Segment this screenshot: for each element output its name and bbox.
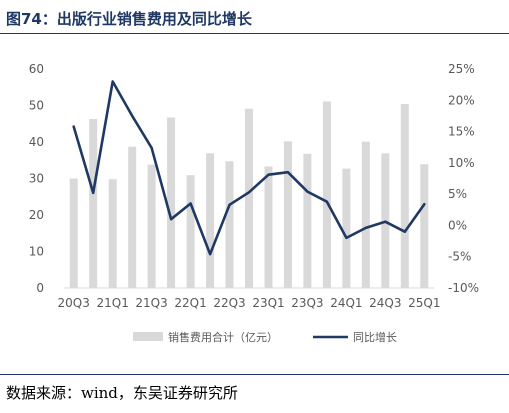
title-divider xyxy=(0,33,509,34)
legend-bar-label: 销售费用合计（亿元） xyxy=(168,330,278,344)
left-tick-label: 40 xyxy=(29,135,44,149)
left-tick-label: 10 xyxy=(29,245,44,259)
x-tick-label: 24Q3 xyxy=(369,296,401,310)
left-tick-label: 60 xyxy=(29,62,44,76)
left-tick-label: 30 xyxy=(29,172,44,186)
right-tick-label: -5% xyxy=(448,250,471,264)
bar-21Q4 xyxy=(167,117,176,288)
bar-24Q4 xyxy=(400,104,409,288)
source-divider xyxy=(0,374,509,375)
x-tick-label: 22Q1 xyxy=(174,296,206,310)
right-tick-label: 15% xyxy=(448,125,475,139)
x-tick-label: 22Q3 xyxy=(213,296,245,310)
bar-21Q2 xyxy=(128,146,137,288)
bar-20Q4 xyxy=(89,119,98,288)
figure-title: 图74：出版行业销售费用及同比增长 xyxy=(6,10,252,28)
x-tick-label: 24Q1 xyxy=(330,296,362,310)
x-tick-label: 23Q3 xyxy=(291,296,323,310)
legend-line-label: 同比增长 xyxy=(353,330,397,344)
bar-23Q2 xyxy=(283,141,292,288)
data-source: 数据来源：wind，东吴证券研究所 xyxy=(6,384,238,402)
x-tick-label: 23Q1 xyxy=(252,296,284,310)
left-tick-label: 20 xyxy=(29,208,44,222)
right-tick-label: 20% xyxy=(448,93,475,107)
bar-22Q4 xyxy=(245,108,253,288)
left-tick-label: 50 xyxy=(29,99,44,113)
x-tick-label: 25Q1 xyxy=(408,296,440,310)
bar-21Q3 xyxy=(147,164,156,288)
x-tick-label: 21Q1 xyxy=(97,296,129,310)
bar-22Q2 xyxy=(206,153,215,288)
bar-24Q2 xyxy=(361,141,370,288)
bar-20Q3 xyxy=(69,178,78,288)
x-tick-label: 21Q3 xyxy=(135,296,167,310)
right-tick-label: 10% xyxy=(448,156,475,170)
right-tick-label: -10% xyxy=(448,281,479,295)
right-tick-label: 0% xyxy=(448,218,467,232)
bar-22Q1 xyxy=(186,175,195,288)
bar-23Q3 xyxy=(303,153,312,288)
bar-24Q1 xyxy=(342,168,351,288)
bar-21Q1 xyxy=(108,179,117,288)
bar-25Q1 xyxy=(420,164,429,288)
right-tick-label: 25% xyxy=(448,62,475,76)
left-tick-label: 0 xyxy=(36,281,44,295)
legend-bar-swatch xyxy=(133,332,163,341)
sales-expense-chart: 0 10 20 30 40 50 60 25% 20% 15% 10% 5% 0% -5% -10% 20… xyxy=(29,62,479,344)
bar-23Q4 xyxy=(322,101,331,288)
bar-22Q3 xyxy=(225,161,234,288)
bar-23Q1 xyxy=(264,166,273,288)
right-tick-label: 5% xyxy=(448,187,467,201)
x-tick-label: 20Q3 xyxy=(58,296,90,310)
